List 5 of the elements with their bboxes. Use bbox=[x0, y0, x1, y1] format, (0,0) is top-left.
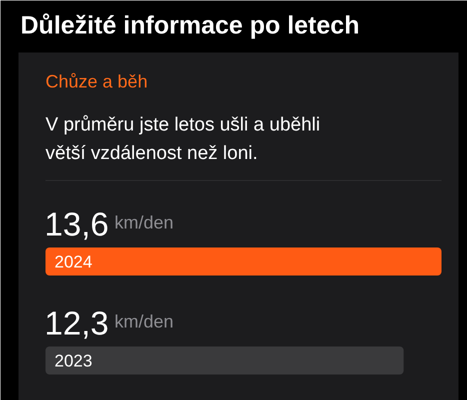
chart-subtitle: Chůze a běh bbox=[46, 72, 148, 92]
y-tick-label: 2023 bbox=[54, 352, 92, 370]
y-tick-label: 2024 bbox=[54, 252, 92, 272]
chart-title: Důležité informace po letech bbox=[20, 12, 360, 40]
text: V průměru jste letos ušli a uběhli větší vzdálenost než loni. bbox=[46, 114, 320, 164]
